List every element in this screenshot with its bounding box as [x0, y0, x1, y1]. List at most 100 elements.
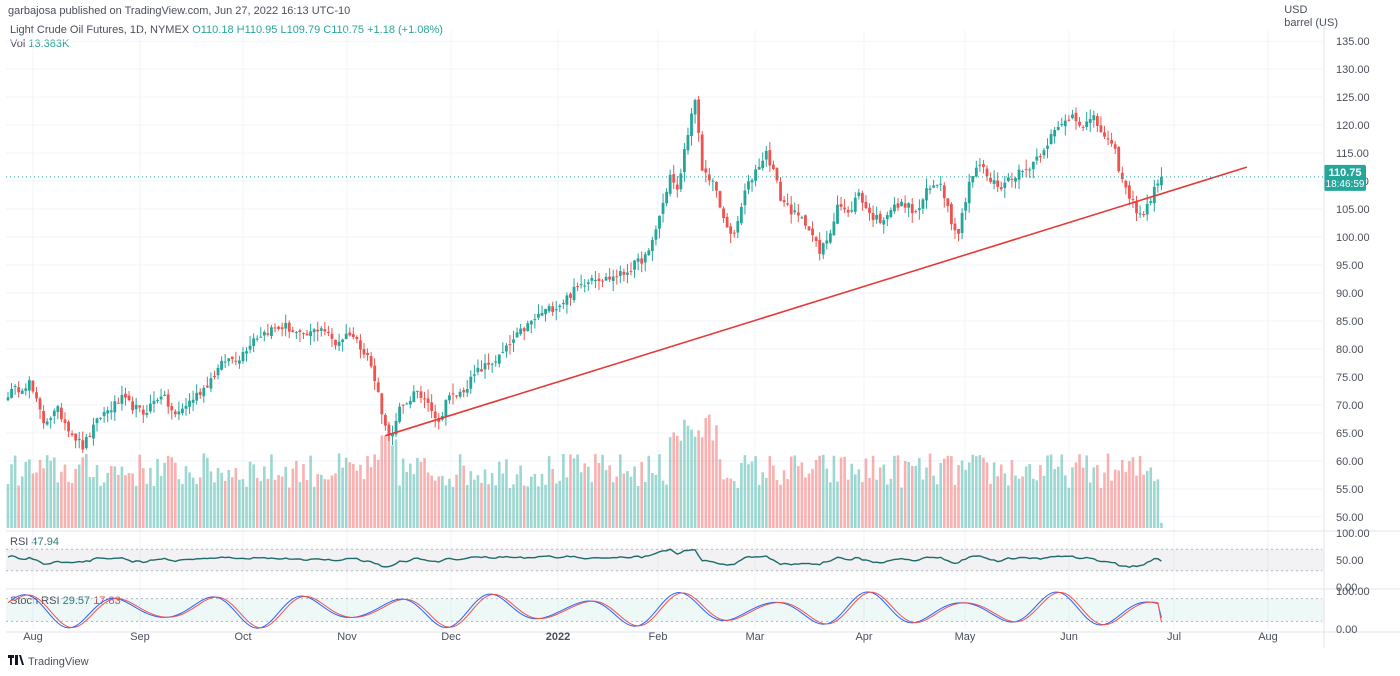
volume-bar — [423, 458, 426, 528]
candle-body — [1074, 112, 1078, 122]
candle-body — [597, 278, 601, 282]
candle-body — [455, 395, 458, 397]
volume-bar — [1039, 465, 1042, 528]
volume-bar — [1024, 466, 1028, 528]
candle-body — [52, 410, 56, 417]
volume-bar — [626, 471, 629, 528]
candle-body — [843, 207, 846, 210]
volume-bar — [480, 482, 483, 528]
candle-body — [796, 212, 800, 216]
volume-bar — [797, 466, 800, 528]
price-tag-value: 110.75 — [1328, 167, 1361, 179]
volume-bar — [159, 476, 163, 528]
candle-body — [323, 329, 327, 332]
candle-body — [1085, 121, 1089, 127]
candle-body — [234, 360, 238, 362]
candle-body — [387, 425, 391, 436]
candle-body — [764, 150, 768, 160]
candle-body — [448, 395, 451, 401]
candle-body — [216, 367, 220, 376]
candle-body — [35, 392, 38, 399]
price-tick-label: 70.00 — [1336, 400, 1364, 412]
candle-body — [921, 199, 925, 209]
volume-bar — [686, 425, 690, 528]
stoch-d-line — [7, 591, 1162, 629]
volume-bar — [1153, 481, 1156, 528]
price-tag-box — [1324, 164, 1366, 191]
price-tick-label: 115.00 — [1336, 148, 1369, 160]
candle-body — [700, 134, 704, 171]
rsi-tick-label: 0.00 — [1336, 582, 1357, 594]
volume-bar — [718, 459, 722, 528]
volume-bar — [77, 464, 81, 528]
candle-body — [907, 203, 911, 208]
candle-body — [875, 215, 879, 220]
volume-bar — [444, 485, 448, 528]
volume-bar — [24, 462, 28, 528]
candle-body — [56, 406, 60, 412]
candle-body — [558, 305, 562, 308]
candle-body — [590, 278, 594, 281]
volume-bar — [369, 467, 373, 528]
time-tick-label: Jul — [1167, 631, 1181, 643]
candle-body — [1128, 185, 1131, 199]
candle-body — [626, 272, 629, 275]
candle-body — [960, 212, 964, 234]
candle-body — [885, 215, 889, 220]
candle-body — [732, 232, 736, 234]
volume-bar — [106, 472, 109, 528]
candle-body — [248, 345, 252, 350]
candle-body — [259, 336, 263, 338]
volume-bar — [284, 466, 287, 528]
volume-bar — [277, 475, 280, 528]
candle-body — [49, 418, 53, 421]
price-tick-label: 55.00 — [1336, 484, 1364, 496]
candle-body — [1131, 199, 1135, 201]
time-tick-label: Nov — [337, 631, 357, 643]
time-tick-label: 2022 — [546, 631, 570, 643]
candle-body — [985, 168, 989, 177]
candle-body — [697, 99, 701, 133]
candle-body — [544, 308, 547, 315]
candle-body — [861, 193, 864, 203]
candle-body — [120, 394, 124, 404]
volume-bar — [1003, 473, 1007, 528]
volume-bar — [387, 423, 391, 528]
volume-bar — [608, 465, 611, 528]
price-tick-label: 60.00 — [1336, 456, 1364, 468]
volume-bar — [430, 475, 433, 528]
volume-bar — [330, 475, 334, 528]
volume-bar — [540, 473, 544, 528]
candle-body — [166, 394, 170, 407]
candle-body — [1010, 178, 1014, 180]
candle-body — [149, 403, 152, 412]
volume-bar — [319, 474, 323, 528]
time-tick-label: Mar — [746, 631, 765, 643]
volume-bar — [433, 480, 437, 528]
candle-body — [889, 210, 893, 217]
candle-body — [658, 215, 661, 229]
volume-bar — [611, 482, 615, 528]
candle-body — [337, 341, 341, 346]
price-tick-label: 95.00 — [1336, 260, 1364, 272]
volume-bar — [302, 464, 305, 528]
volume-bar — [918, 457, 921, 528]
volume-bar — [120, 466, 124, 528]
volume-bar — [1010, 460, 1014, 528]
candle-body — [298, 330, 302, 333]
footer-brand[interactable]: TradingView — [8, 655, 89, 668]
time-tick-label: Sep — [130, 631, 150, 643]
rsi-value: 47.94 — [31, 536, 59, 548]
volume-bar — [316, 474, 320, 528]
candle-body — [209, 378, 213, 389]
candle-body — [668, 174, 672, 194]
candle-body — [1149, 201, 1153, 203]
volume-bar — [348, 462, 352, 528]
volume-bar — [465, 485, 469, 528]
volume-bar — [270, 454, 273, 528]
candle-body — [910, 204, 914, 214]
volume-bar — [1081, 467, 1085, 528]
candle-body — [893, 204, 896, 212]
candle-body — [1120, 172, 1124, 180]
